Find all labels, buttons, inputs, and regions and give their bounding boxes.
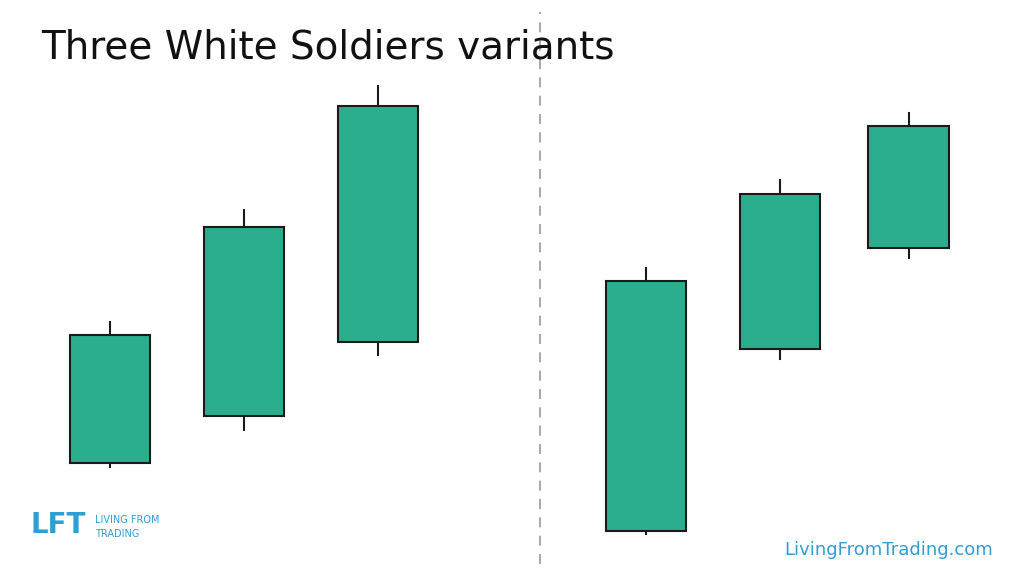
Text: LIVING FROM
TRADING: LIVING FROM TRADING: [95, 514, 160, 539]
Text: LFT: LFT: [31, 510, 86, 539]
Bar: [204, 228, 284, 416]
Text: LivingFromTrading.com: LivingFromTrading.com: [784, 541, 993, 559]
Bar: [70, 335, 151, 463]
Bar: [868, 126, 949, 248]
Bar: [740, 194, 820, 348]
Bar: [606, 281, 686, 530]
Bar: [338, 106, 418, 342]
Text: Three White Soldiers variants: Three White Soldiers variants: [41, 29, 614, 67]
